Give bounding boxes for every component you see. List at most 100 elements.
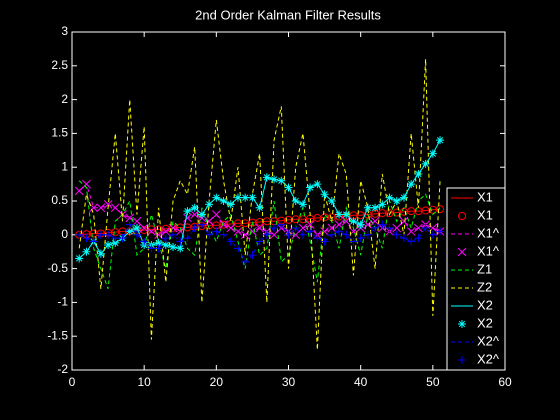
marker [154, 238, 163, 247]
marker [255, 203, 264, 212]
marker [89, 203, 99, 213]
marker [457, 247, 467, 257]
marker [176, 237, 185, 246]
marker [356, 220, 365, 229]
marker [139, 223, 149, 233]
marker [270, 224, 279, 233]
marker [407, 180, 416, 189]
legend-label: X2 [477, 297, 493, 312]
marker [262, 173, 271, 182]
marker [458, 212, 466, 220]
marker [104, 240, 113, 249]
marker [370, 216, 380, 226]
y-tick-label: -1.5 [47, 328, 68, 342]
marker [176, 244, 185, 253]
marker [363, 203, 372, 212]
marker [75, 254, 84, 263]
marker [327, 230, 336, 239]
chart-title: 2nd Order Kalman Filter Results [195, 7, 381, 22]
marker [219, 230, 228, 239]
legend-box [446, 187, 506, 371]
marker [428, 230, 437, 239]
marker [110, 203, 120, 213]
marker [414, 223, 423, 233]
legend-label: Z1 [477, 261, 492, 276]
marker [356, 234, 365, 243]
marker [233, 227, 243, 236]
x-tick-label: 40 [354, 375, 368, 389]
marker [183, 207, 192, 216]
marker [183, 234, 192, 243]
marker [436, 205, 445, 214]
marker [204, 216, 214, 226]
marker [205, 200, 214, 209]
y-tick-label: 0.5 [51, 193, 68, 207]
marker [132, 224, 141, 233]
marker [399, 234, 408, 243]
plot-frame [71, 31, 506, 371]
marker [334, 220, 344, 230]
marker [248, 227, 257, 236]
marker [111, 234, 120, 243]
marker [363, 230, 372, 239]
legend-label: X2^ [477, 333, 500, 348]
marker [313, 180, 322, 189]
y-tick-label: 2 [61, 92, 68, 106]
marker [320, 190, 329, 199]
marker [248, 193, 257, 202]
marker [262, 230, 271, 239]
marker [233, 193, 242, 202]
marker [341, 216, 351, 226]
marker [378, 220, 387, 229]
marker [436, 136, 445, 145]
marker [342, 210, 351, 219]
marker [327, 223, 337, 233]
marker [392, 197, 401, 205]
marker [219, 220, 228, 230]
marker [161, 240, 170, 249]
marker [327, 197, 336, 205]
legend-label: X2^ [477, 351, 500, 366]
marker [407, 237, 416, 246]
x-tick-label: 10 [137, 375, 151, 389]
marker [342, 230, 351, 239]
y-tick-label: 3 [61, 24, 68, 38]
x-tick-label: 30 [282, 375, 296, 389]
marker [458, 320, 466, 328]
marker [399, 193, 408, 202]
marker [248, 251, 257, 260]
y-tick-label: -1 [57, 295, 68, 309]
series-line [79, 223, 441, 263]
x-tick-label: 20 [210, 375, 224, 389]
marker [103, 200, 113, 209]
marker [82, 247, 91, 256]
marker [197, 210, 206, 219]
marker [458, 356, 466, 364]
marker [406, 227, 416, 236]
marker [190, 203, 199, 212]
marker [96, 249, 105, 258]
marker [132, 216, 142, 226]
marker [277, 176, 286, 185]
series-line [78, 180, 441, 290]
legend-label: X1^ [477, 225, 500, 240]
marker [74, 186, 84, 196]
y-tick-label: 1 [61, 159, 68, 173]
marker [255, 237, 264, 246]
marker [269, 230, 279, 240]
marker [392, 223, 402, 233]
marker [284, 183, 293, 192]
marker [349, 237, 358, 246]
legend-label: X1^ [477, 243, 500, 258]
marker [169, 230, 178, 239]
marker [385, 193, 394, 202]
marker [392, 230, 401, 239]
marker [313, 234, 322, 243]
y-tick-label: -0.5 [47, 261, 68, 275]
marker [118, 234, 127, 243]
marker [306, 227, 315, 236]
marker [298, 230, 307, 239]
marker [291, 197, 300, 205]
marker [96, 203, 106, 213]
marker [320, 227, 329, 236]
